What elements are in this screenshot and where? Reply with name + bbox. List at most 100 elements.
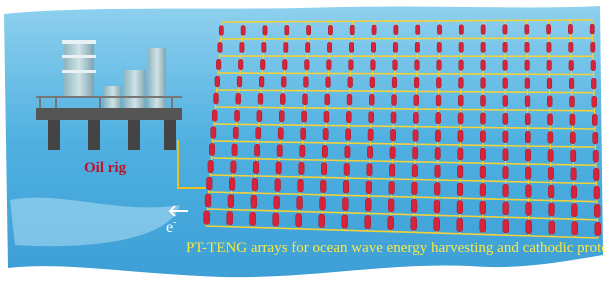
teng-unit [525,96,530,107]
teng-unit [390,129,395,141]
teng-unit [413,147,418,159]
teng-unit [434,200,440,213]
teng-unit [388,216,394,230]
teng-unit [346,129,351,141]
teng-unit [365,215,371,229]
deck [36,108,182,120]
teng-unit [503,131,508,143]
teng-unit [369,94,374,105]
teng-unit [279,111,284,123]
teng-unit [391,112,396,124]
teng-unit [546,24,550,34]
teng-unit [343,180,349,193]
teng-unit [416,25,420,35]
teng-unit [208,160,213,173]
teng-unit [254,144,259,156]
teng-unit [457,183,463,196]
teng-unit [322,145,327,157]
teng-unit [237,76,242,87]
teng-unit [503,166,508,179]
teng-unit [274,196,280,209]
teng-unit [571,168,576,181]
teng-unit [348,77,353,88]
teng-unit [253,161,258,174]
teng-unit [480,166,485,179]
building [124,70,146,110]
teng-unit [204,211,210,225]
teng-unit [214,93,219,104]
teng-unit [572,221,578,235]
teng-unit [277,145,282,157]
teng-unit [458,130,463,142]
teng-unit [411,217,417,231]
teng-unit [526,220,532,234]
teng-unit [459,60,464,70]
teng-unit [436,112,441,124]
teng-unit [212,110,217,122]
teng-unit [412,182,418,195]
teng-unit [503,42,507,52]
teng-unit [503,219,509,233]
teng-unit [437,25,441,35]
teng-unit [346,111,351,123]
teng-unit [284,42,288,52]
teng-unit [299,162,304,175]
teng-unit [435,147,440,159]
teng-unit [570,114,575,126]
teng-unit [591,42,595,52]
teng-unit [219,26,223,36]
teng-unit [207,177,213,190]
teng-unit [305,59,310,69]
teng-unit [525,42,529,52]
electron-symbol: e [166,219,173,236]
teng-unit [392,94,397,105]
teng-unit [343,197,349,210]
teng-unit [503,113,508,125]
teng-unit [306,42,310,52]
teng-unit [590,24,594,34]
teng-unit [347,94,352,105]
teng-unit [389,181,395,194]
teng-unit [275,179,281,192]
teng-unit [276,162,281,175]
teng-unit [349,60,354,70]
teng-unit [525,113,530,125]
teng-unit [480,183,486,196]
teng-unit [480,113,485,125]
teng-unit [480,201,486,214]
teng-unit [216,59,221,69]
teng-unit [503,78,508,89]
teng-unit [591,60,596,70]
teng-unit [367,146,372,158]
teng-unit [570,132,575,144]
teng-unit [525,78,530,89]
teng-unit [569,42,573,52]
teng-unit [241,26,245,36]
teng-unit [251,195,257,208]
leg [128,120,140,150]
teng-unit [328,25,332,35]
teng-unit [412,164,417,177]
teng-unit [298,179,304,192]
teng-unit [394,25,398,35]
teng-unit [304,77,309,88]
teng-unit [300,145,305,157]
teng-unit [324,111,329,123]
teng-unit [594,186,600,199]
teng-unit [434,217,440,231]
teng-unit [229,178,235,191]
teng-unit [250,212,256,226]
teng-unit [593,150,598,162]
teng-unit [459,25,463,35]
teng-unit [205,194,211,207]
teng-unit [319,214,325,228]
teng-unit [415,60,420,70]
teng-unit [301,128,306,140]
tower-ring [62,55,96,58]
building [148,48,166,110]
teng-unit [481,60,486,70]
teng-unit [280,93,285,104]
teng-unit [436,77,441,88]
teng-unit [570,96,575,107]
teng-unit [257,110,262,122]
